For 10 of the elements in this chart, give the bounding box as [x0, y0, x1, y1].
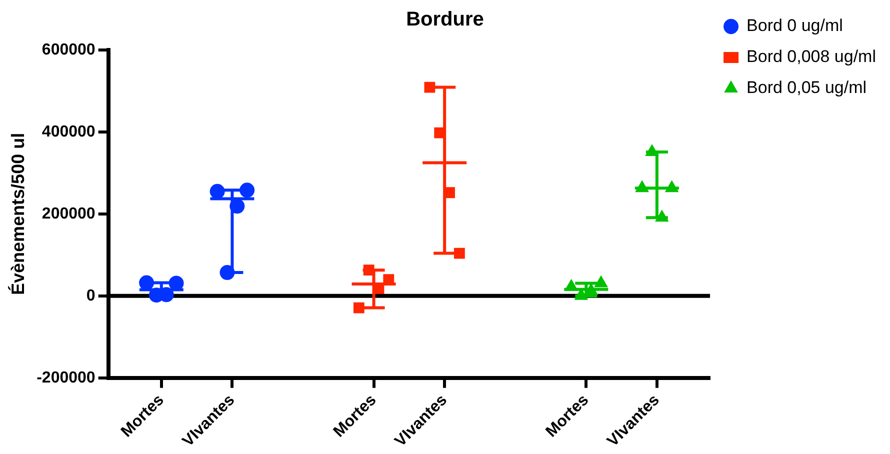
y-tick-label: 0: [86, 287, 96, 304]
y-axis-title: Évènements/500 ul: [8, 132, 28, 295]
legend-label: Bord 0,05 ug/ml: [746, 78, 867, 98]
chart-title: Bordure: [406, 8, 484, 31]
y-tick-label: 600000: [42, 41, 96, 58]
legend-label: Bord 0,008 ug/ml: [746, 47, 876, 66]
y-tick-label: -200000: [36, 369, 96, 386]
legend-label: Bord 0 ug/ml: [746, 16, 843, 36]
y-tick-label: 400000: [42, 123, 96, 140]
y-tick-label: 200000: [42, 205, 96, 222]
